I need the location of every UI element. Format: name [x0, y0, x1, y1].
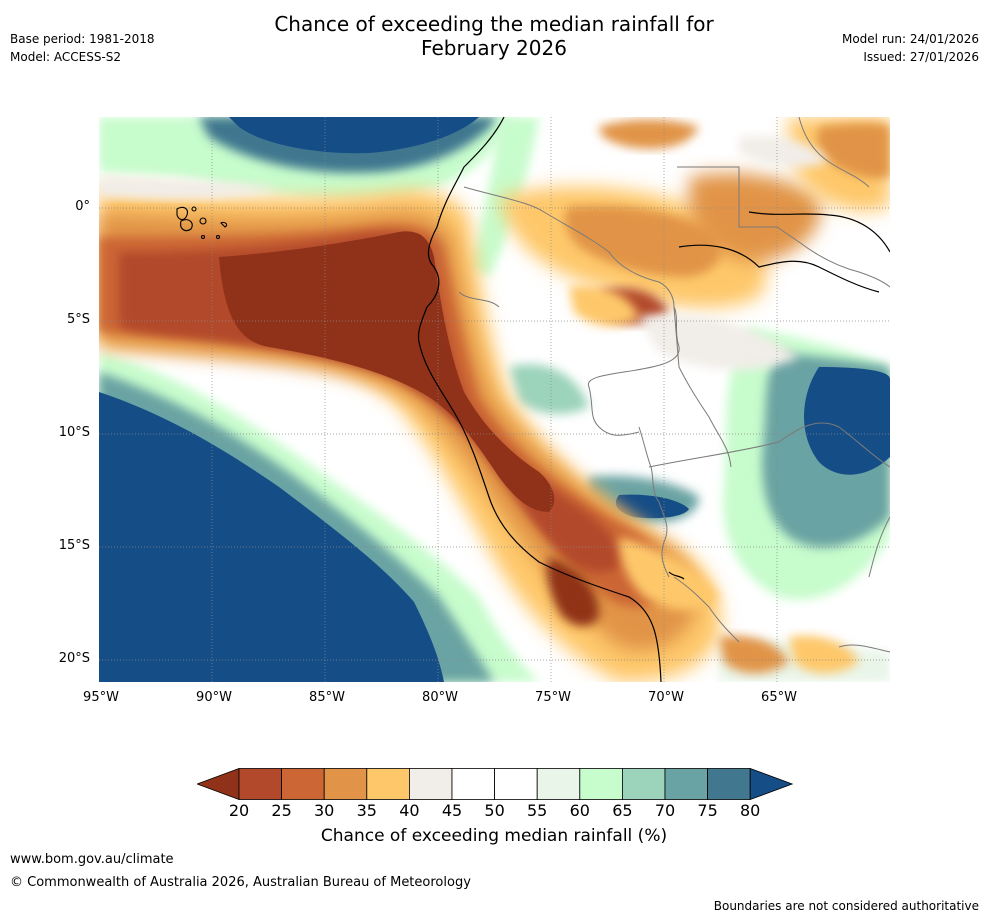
colorbar-segment [366, 768, 410, 800]
lon-label-95w: 95°W [83, 690, 119, 705]
lat-label-20s: 20°S [58, 651, 90, 666]
galapagos-islands [176, 206, 228, 240]
lat-label-10s: 10°S [58, 425, 90, 440]
colorbar-segment [579, 768, 623, 800]
colorbar-tick-label: 50 [484, 801, 505, 820]
dry-regions [99, 117, 890, 682]
colorbar-tick-label: 65 [612, 801, 633, 820]
lat-label-15s: 15°S [58, 538, 90, 553]
lon-label-85w: 85°W [309, 690, 345, 705]
wet-regions [99, 117, 890, 682]
colorbar-segment [494, 768, 538, 800]
rainfall-map [99, 117, 890, 682]
website-link[interactable]: www.bom.gov.au/climate [10, 852, 174, 867]
title-line-1: Chance of exceeding the median rainfall … [274, 12, 714, 36]
neutral-patches [99, 136, 829, 370]
graticule [99, 117, 890, 682]
lon-label-65w: 65°W [761, 690, 797, 705]
colorbar-segment [281, 768, 325, 800]
lon-label-70w: 70°W [648, 690, 684, 705]
colorbar [197, 768, 793, 800]
meta-left: Base period: 1981-2018 Model: ACCESS-S2 [10, 30, 155, 66]
colorbar-segment [238, 768, 282, 800]
colorbar-tick-label: 20 [228, 801, 250, 820]
meta-right: Model run: 24/01/2026 Issued: 27/01/2026 [842, 30, 979, 66]
colorbar-segment [664, 768, 708, 800]
lon-label-90w: 90°W [196, 690, 232, 705]
lat-label-5s: 5°S [66, 312, 90, 327]
colorbar-tick-label: 80 [740, 801, 761, 820]
colorbar-tick-label: 25 [271, 801, 292, 820]
colorbar-tick-label: 35 [356, 801, 377, 820]
colorbar-segment [323, 768, 368, 800]
colorbar-tick-label: 70 [654, 801, 676, 820]
colorbar-tick-label: 55 [527, 801, 548, 820]
map-title: Chance of exceeding the median rainfall … [0, 12, 988, 60]
base-period: Base period: 1981-2018 [10, 32, 155, 46]
issued-date: Issued: 27/01/2026 [863, 50, 979, 64]
colorbar-segment [707, 768, 751, 800]
model-name: Model: ACCESS-S2 [10, 50, 122, 64]
colorbar-segment [408, 768, 453, 800]
colorbar-segment [536, 768, 581, 800]
coastline [417, 117, 890, 682]
model-run: Model run: 24/01/2026 [841, 32, 979, 46]
colorbar-arrow-low [197, 768, 240, 800]
disclaimer-text: Boundaries are not considered authoritat… [713, 899, 979, 913]
colorbar-tick-label: 75 [697, 801, 718, 820]
colorbar-tick-label: 40 [399, 801, 420, 820]
colorbar-segment [451, 768, 495, 800]
colorbar-tick-label: 45 [441, 801, 463, 820]
lon-label-80w: 80°W [422, 690, 458, 705]
colorbar-arrow-high [749, 768, 793, 800]
colorbar-tick-label: 60 [569, 801, 590, 820]
colorbar-segment [621, 768, 666, 800]
colorbar-tick-label: 30 [314, 801, 335, 820]
lat-label-0: 0° [75, 199, 90, 214]
country-borders [458, 117, 890, 653]
copyright-text: © Commonwealth of Australia 2026, Austra… [10, 875, 471, 890]
title-line-2: February 2026 [421, 36, 567, 60]
colorbar-title: Chance of exceeding median rainfall (%) [320, 826, 668, 846]
lon-label-75w: 75°W [535, 690, 571, 705]
